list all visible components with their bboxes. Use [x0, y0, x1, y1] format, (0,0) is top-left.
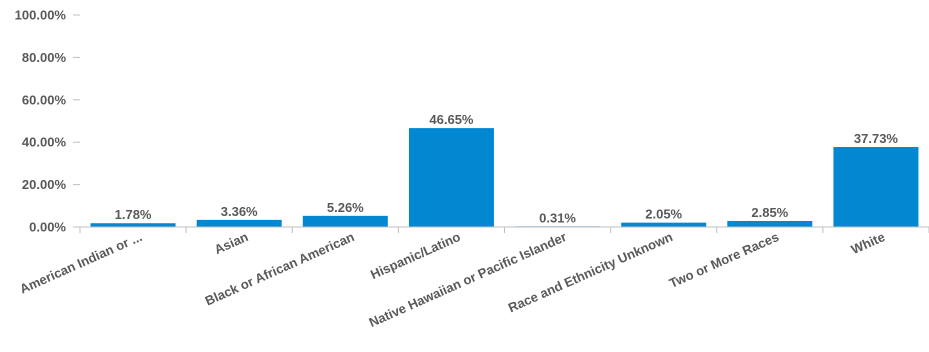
x-category-label: Race and Ethnicity Unknown — [506, 229, 675, 315]
y-tick-label: 60.00% — [22, 92, 67, 107]
y-tick-label: 20.00% — [22, 177, 67, 192]
y-tick-label: 40.00% — [22, 135, 67, 150]
bar-value-label: 3.36% — [221, 204, 258, 219]
x-category-label: Two or More Races — [667, 229, 781, 291]
bar-value-label: 2.05% — [645, 207, 682, 222]
bar[interactable] — [727, 220, 813, 227]
bar[interactable] — [196, 219, 282, 227]
x-category-label: American Indian or ... — [17, 229, 144, 296]
bar[interactable] — [408, 128, 494, 227]
bar-value-label: 5.26% — [327, 200, 364, 215]
bar-value-label: 46.65% — [429, 112, 474, 127]
x-category-label: Native Hawaiian or Pacific Islander — [367, 229, 569, 330]
data-labels: 1.78% 3.36% 5.26% 46.65% 0.31% 2.05% 2.85% 37.7… — [115, 112, 899, 225]
bar-value-label: 1.78% — [115, 207, 152, 222]
bar-value-label: 0.31% — [539, 210, 576, 225]
x-category-label: Asian — [212, 229, 250, 257]
y-tick-label: 100.00% — [15, 8, 67, 23]
bar-value-label: 37.73% — [854, 131, 899, 146]
bar-value-label: 2.85% — [751, 205, 788, 220]
x-category-label: White — [849, 229, 887, 257]
bar[interactable] — [90, 223, 176, 227]
bar[interactable] — [302, 215, 388, 227]
y-axis: 0.00% 20.00% 40.00% 60.00% 80.00% 100.00% — [15, 8, 80, 235]
y-tick-label: 0.00% — [29, 220, 66, 235]
bar[interactable] — [833, 147, 919, 227]
bars — [90, 128, 919, 228]
x-category-label: Hispanic/Latino — [368, 229, 463, 282]
y-tick-label: 80.00% — [22, 50, 67, 65]
bar[interactable] — [621, 222, 707, 227]
